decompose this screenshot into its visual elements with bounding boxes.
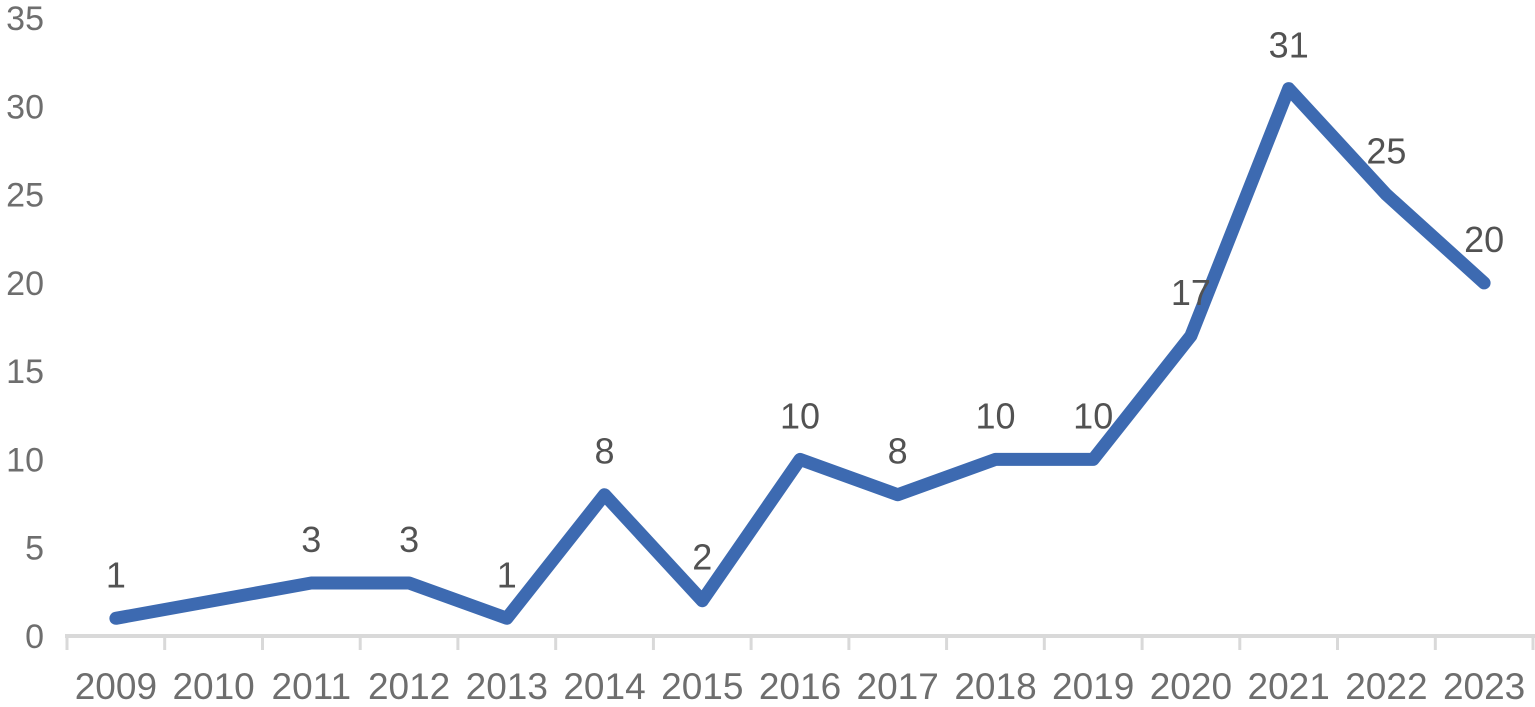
y-axis-tick-label: 15: [6, 353, 44, 391]
y-axis-tick-label: 10: [6, 441, 44, 479]
data-label: 1: [106, 554, 126, 595]
x-axis-tick-label: 2016: [759, 666, 841, 707]
series-line: [109, 82, 1491, 625]
data-label: 8: [888, 431, 908, 472]
data-label: 2: [692, 537, 712, 578]
x-axis-tick-label: 2022: [1345, 666, 1427, 707]
data-label: 10: [1073, 395, 1113, 436]
y-axis-tick-label: 20: [6, 265, 44, 303]
data-label: 20: [1464, 219, 1504, 260]
y-axis-tick-label: 25: [6, 177, 44, 215]
data-label: 3: [301, 519, 321, 560]
y-axis-tick-label: 5: [25, 530, 44, 568]
y-axis-tick-label: 0: [25, 618, 44, 656]
x-axis-tick-label: 2015: [661, 666, 743, 707]
x-axis-tick-label: 2012: [368, 666, 450, 707]
data-label: 25: [1366, 131, 1406, 172]
x-axis-tick-label: 2019: [1052, 666, 1134, 707]
data-label: 3: [399, 519, 419, 560]
x-axis-tick-label: 2014: [563, 666, 645, 707]
x-axis-tick-label: 2023: [1443, 666, 1525, 707]
x-axis-tick-label: 2013: [466, 666, 548, 707]
data-label: 17: [1171, 272, 1211, 313]
data-label: 31: [1269, 25, 1309, 66]
x-axis-tick-label: 2010: [172, 666, 254, 707]
x-axis-tick-label: 2017: [857, 666, 939, 707]
x-axis-tick-label: 2011: [272, 666, 352, 707]
y-axis-tick-label: 30: [6, 88, 44, 126]
data-label: 10: [975, 395, 1015, 436]
x-axis-tick-label: 2021: [1248, 666, 1330, 707]
data-label: 8: [594, 431, 614, 472]
x-axis: [65, 634, 1535, 650]
data-series: [109, 82, 1491, 625]
x-axis-tick-label: 2009: [75, 666, 157, 707]
data-label: 1: [497, 554, 517, 595]
x-axis-tick-label: 2020: [1150, 666, 1232, 707]
y-axis-tick-label: 35: [6, 0, 44, 38]
y-axis-labels: 0 5 10 15 20 25 30 35: [6, 0, 44, 656]
data-label: 10: [780, 395, 820, 436]
x-axis-labels: 2009 2010 2011 2012 2013 2014 2015 2016 2017 2018…: [75, 666, 1526, 707]
x-axis-tick-label: 2018: [954, 666, 1036, 707]
